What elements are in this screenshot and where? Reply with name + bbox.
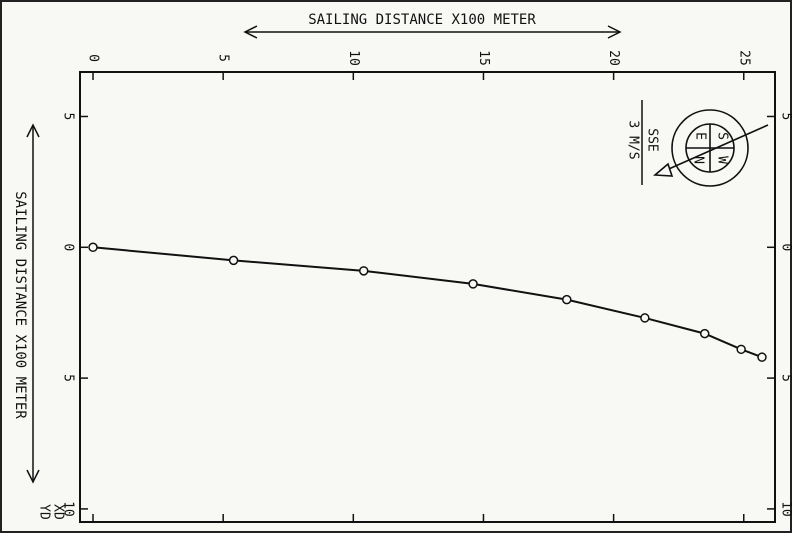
data-point — [757, 352, 767, 362]
x-tick-label: 25 — [736, 50, 751, 66]
compass-label: S — [715, 132, 730, 140]
x-tick-label: 10 — [346, 50, 361, 66]
x-axis-label: SAILING DISTANCE X100 METER — [308, 12, 536, 28]
data-point — [562, 294, 572, 305]
x-tick-label: 15 — [476, 50, 491, 66]
compass-label: N — [691, 156, 706, 164]
y-tick-label: 5 — [61, 113, 76, 121]
compass — [652, 109, 769, 187]
y-axis-arrow — [26, 123, 40, 484]
y-tick-label: 0 — [779, 243, 792, 251]
data-point — [699, 328, 710, 339]
y-tick-label: 5 — [61, 374, 76, 382]
y-tick-label: 5 — [779, 113, 792, 121]
plot-frame — [79, 71, 776, 523]
y-tick-label: 0 — [61, 243, 76, 251]
data-point — [468, 279, 478, 289]
y-tick-label: 5 — [779, 374, 792, 382]
wind-speed: 3 M/S — [626, 120, 641, 159]
x-tick-label: 20 — [606, 50, 621, 66]
corner-label: XD — [51, 504, 66, 520]
x-axis-arrow — [243, 25, 622, 39]
corner-label: YD — [37, 504, 52, 520]
y-tick-label: 10 — [61, 501, 76, 517]
y-tick-label: 10 — [779, 501, 792, 517]
data-point — [88, 242, 98, 253]
compass-label: W — [715, 156, 730, 164]
data-point — [358, 266, 369, 276]
x-tick-label: 0 — [86, 54, 101, 62]
data-point — [228, 255, 239, 266]
wind-direction: SSE — [645, 128, 660, 151]
x-tick-label: 5 — [216, 54, 231, 62]
y-axis-label: SAILING DISTANCE X100 METER — [12, 191, 28, 419]
data-point — [736, 344, 746, 355]
data-point — [640, 313, 650, 323]
compass-label: E — [693, 132, 708, 140]
